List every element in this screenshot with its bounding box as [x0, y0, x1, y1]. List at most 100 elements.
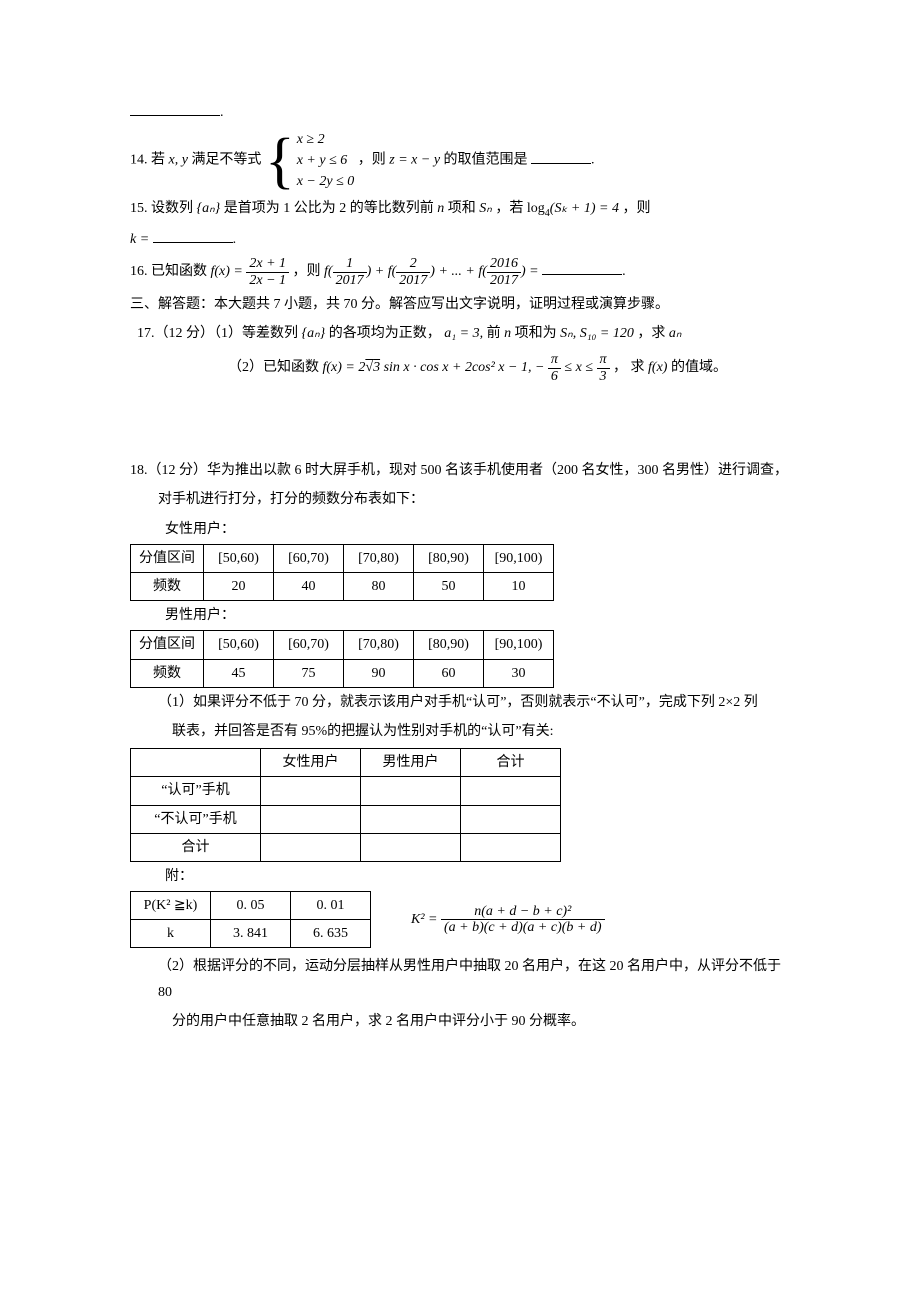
chi-val: 6. 635	[291, 920, 371, 948]
attach-label: 附：	[130, 864, 790, 889]
table-row: 频数 45 75 90 60 30	[131, 659, 554, 687]
text: 的各项均为正数，	[329, 326, 441, 341]
trig: sin x · cos x + 2cos² x − 1, −	[380, 361, 544, 376]
chi-k: k	[131, 920, 211, 948]
fx: f(x) = 2	[323, 361, 366, 376]
k2-num: n(a + d − b + c)²	[441, 904, 605, 920]
close: )	[521, 264, 526, 279]
col-female: 女性用户	[261, 749, 361, 777]
f-open: f(	[324, 264, 333, 279]
question-18-intro: 18.（12 分）华为推出以款 6 时大屏手机，现对 500 名该手机使用者（2…	[130, 458, 790, 483]
period: .	[220, 105, 224, 120]
fill-blank	[542, 261, 622, 275]
table-row: 女性用户 男性用户 合计	[131, 749, 561, 777]
frac1: 12017	[333, 256, 367, 288]
empty-cell	[361, 833, 461, 861]
chi-header: P(K² ≧k)	[131, 892, 211, 920]
text: ， 求	[613, 361, 645, 376]
close: )	[430, 264, 435, 279]
chi-val: 0. 05	[211, 892, 291, 920]
fx: f(x) =	[211, 264, 243, 279]
interval-cell: [50,60)	[204, 631, 274, 659]
log-arg: (Sₖ + 1) = 4	[550, 201, 619, 216]
range-mid: ≤ x ≤	[564, 361, 596, 376]
freq-cell: 90	[344, 659, 414, 687]
chi-row: P(K² ≧k) 0. 05 0. 01 k 3. 841 6. 635 K² …	[130, 889, 790, 950]
q18-part2b: 分的用户中任意抽取 2 名用户，求 2 名用户中评分小于 90 分概率。	[130, 1009, 790, 1034]
freq-cell: 30	[484, 659, 554, 687]
male-label: 男性用户：	[130, 603, 790, 628]
text: 项和为	[515, 326, 557, 341]
freq-cell: 60	[414, 659, 484, 687]
row-disapprove: “不认可”手机	[131, 805, 261, 833]
female-table: 分值区间 [50,60) [60,70) [70,80) [80,90) [90…	[130, 544, 554, 601]
interval-cell: [90,100)	[484, 631, 554, 659]
col-header: 分值区间	[131, 544, 204, 572]
table-row: k 3. 841 6. 635	[131, 920, 371, 948]
text: ，则	[293, 264, 321, 279]
sn: Sₙ, S₁₀ = 120	[560, 326, 634, 341]
a1: a₁ = 3,	[444, 326, 483, 341]
question-15: 15. 设数列 {aₙ} 是首项为 1 公比为 2 的等比数列前 n 项和 Sₙ…	[130, 196, 790, 223]
frac2: 22017	[396, 256, 430, 288]
k2-den: (a + b)(c + d)(a + c)(b + d)	[441, 920, 605, 935]
pi3: π3	[597, 352, 610, 384]
table-row: 分值区间 [50,60) [60,70) [70,80) [80,90) [90…	[131, 631, 554, 659]
period: .	[233, 232, 237, 247]
table-row: 频数 20 40 80 50 10	[131, 573, 554, 601]
k2-formula: K² = n(a + d − b + c)² (a + b)(c + d)(a …	[411, 904, 605, 936]
den: 2x − 1	[246, 273, 289, 288]
interval-cell: [50,60)	[204, 544, 274, 572]
text: 前	[487, 326, 501, 341]
f-open: f(	[388, 264, 397, 279]
close: )	[367, 264, 372, 279]
k2-frac: n(a + d − b + c)² (a + b)(c + d)(a + c)(…	[441, 904, 605, 936]
table-row: 合计	[131, 833, 561, 861]
question-18-intro2: 对手机进行打分，打分的频数分布表如下：	[130, 487, 790, 512]
interval-cell: [70,80)	[344, 544, 414, 572]
question-14: 14. 若 x, y 满足不等式 { x ≥ 2 x + y ≤ 6 x − 2…	[130, 129, 790, 192]
interval-cell: [80,90)	[414, 544, 484, 572]
frac-def: 2x + 1 2x − 1	[246, 256, 289, 288]
interval-cell: [70,80)	[344, 631, 414, 659]
empty-cell	[261, 805, 361, 833]
an: {aₙ}	[302, 326, 326, 341]
eq: =	[529, 264, 538, 279]
chi-val: 0. 01	[291, 892, 371, 920]
text: 项和	[448, 201, 476, 216]
chi-table: P(K² ≧k) 0. 05 0. 01 k 3. 841 6. 635	[130, 891, 371, 948]
text: （2）已知函数	[228, 361, 319, 376]
table-row: P(K² ≧k) 0. 05 0. 01	[131, 892, 371, 920]
sn: Sₙ	[479, 201, 492, 216]
interval-cell: [60,70)	[274, 631, 344, 659]
inequality-system: { x ≥ 2 x + y ≤ 6 x − 2y ≤ 0	[265, 129, 354, 192]
plus: +	[375, 264, 388, 279]
col-male: 男性用户	[361, 749, 461, 777]
fx-end: f(x)	[648, 361, 667, 376]
empty-cell	[261, 833, 361, 861]
blank-cell	[131, 749, 261, 777]
empty-cell	[261, 777, 361, 805]
chi-val: 3. 841	[211, 920, 291, 948]
empty-cell	[461, 805, 561, 833]
text: 是首项为 1 公比为 2 的等比数列前	[224, 201, 434, 216]
interval-cell: [80,90)	[414, 631, 484, 659]
k2-lhs: K² =	[411, 912, 437, 927]
interval-cell: [90,100)	[484, 544, 554, 572]
freq-cell: 20	[204, 573, 274, 601]
period: .	[622, 264, 626, 279]
empty-cell	[461, 833, 561, 861]
ineq-2: x + y ≤ 6	[297, 150, 355, 171]
table-row: 分值区间 [50,60) [60,70) [70,80) [80,90) [90…	[131, 544, 554, 572]
female-label: 女性用户：	[130, 517, 790, 542]
text: 17.（12 分）（1）等差数列	[137, 326, 298, 341]
spacer	[130, 388, 790, 458]
ineq-3: x − 2y ≤ 0	[297, 171, 355, 192]
fill-blank	[130, 102, 220, 116]
f-open: f(	[478, 264, 487, 279]
text: ，求	[637, 326, 665, 341]
table-row: “不认可”手机	[131, 805, 561, 833]
empty-cell	[461, 777, 561, 805]
n: n	[504, 326, 511, 341]
freq-cell: 45	[204, 659, 274, 687]
